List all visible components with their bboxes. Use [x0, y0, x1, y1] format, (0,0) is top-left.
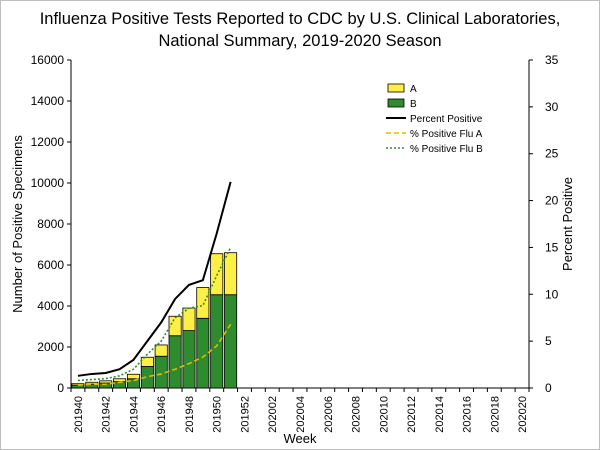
bar-a	[85, 381, 99, 385]
y-tick-label: 10000	[31, 176, 65, 190]
bar-a	[182, 307, 196, 331]
x-tick-label: 201952	[239, 396, 251, 433]
x-tick-label: 201946	[156, 396, 168, 433]
y2-tick-label: 35	[545, 53, 559, 67]
bar-b	[210, 294, 224, 389]
y-tick-label: 12000	[31, 135, 65, 149]
legend-label: Percent Positive	[410, 114, 483, 125]
bar-b	[182, 330, 196, 389]
y2-tick-label: 30	[545, 100, 559, 114]
y2-tick-label: 20	[545, 194, 559, 208]
bar-b	[224, 294, 238, 389]
percent-positive-line	[77, 181, 232, 377]
bar-a	[126, 373, 140, 380]
x-tick-label: 202006	[323, 396, 335, 433]
percent-flu-b-line	[77, 247, 232, 382]
chart-title-line-2: National Summary, 2019-2020 Season	[158, 32, 442, 50]
legend-swatch-a	[387, 83, 405, 93]
chart-title-line-1: Influenza Positive Tests Reported to CDC…	[39, 10, 561, 28]
y-tick-label: 2000	[37, 340, 64, 354]
y-tick-label: 16000	[31, 53, 65, 67]
y2-axis-title: Percent Positive	[560, 177, 575, 271]
x-tick-label: 202010	[378, 396, 390, 433]
x-tick-label: 202014	[434, 396, 446, 433]
x-tick-label: 201950	[212, 396, 224, 433]
x-axis-title: Week	[284, 431, 317, 446]
legend-label: % Positive Flu A	[410, 129, 483, 140]
x-tick-label: 201948	[184, 396, 196, 433]
bar-a	[99, 380, 113, 384]
y-tick-label: 8000	[37, 217, 64, 231]
x-tick-label: 202020	[517, 396, 529, 433]
y-tick-label: 4000	[37, 299, 64, 313]
y2-tick-label: 10	[545, 287, 559, 301]
bar-b	[168, 335, 182, 389]
chart-title: Influenza Positive Tests Reported to CDC…	[0, 8, 600, 52]
y2-tick-label: 5	[545, 334, 552, 348]
bar-a	[168, 315, 182, 337]
legend-label: A	[410, 84, 417, 95]
x-tick-label: 201940	[73, 396, 85, 433]
x-tick-label: 202012	[406, 396, 418, 433]
y-axis-title: Number of Positive Specimens	[10, 135, 25, 313]
x-tick-label: 202016	[462, 396, 474, 433]
bar-b	[196, 317, 210, 389]
y-tick-label: 14000	[31, 94, 65, 108]
x-tick-label: 202008	[351, 396, 363, 433]
x-tick-label: 202018	[489, 396, 501, 433]
y2-tick-label: 0	[545, 381, 552, 395]
percent-flu-a-line	[77, 323, 232, 386]
legend-label: B	[410, 99, 417, 110]
x-tick-label: 201942	[101, 396, 113, 433]
bar-a	[224, 252, 238, 296]
legend-label: % Positive Flu B	[410, 144, 483, 155]
bar-a	[196, 287, 210, 319]
y-tick-label: 6000	[37, 258, 64, 272]
legend-swatch-b	[387, 98, 405, 108]
bar-a	[154, 344, 168, 357]
y2-tick-label: 15	[545, 240, 559, 254]
x-tick-label: 202002	[267, 396, 279, 433]
y-tick-label: 0	[57, 381, 64, 395]
x-tick-label: 202004	[295, 396, 307, 433]
bar-a	[140, 356, 154, 367]
x-tick-label: 201944	[128, 396, 140, 433]
bar-a	[113, 378, 127, 383]
y2-tick-label: 25	[545, 147, 559, 161]
